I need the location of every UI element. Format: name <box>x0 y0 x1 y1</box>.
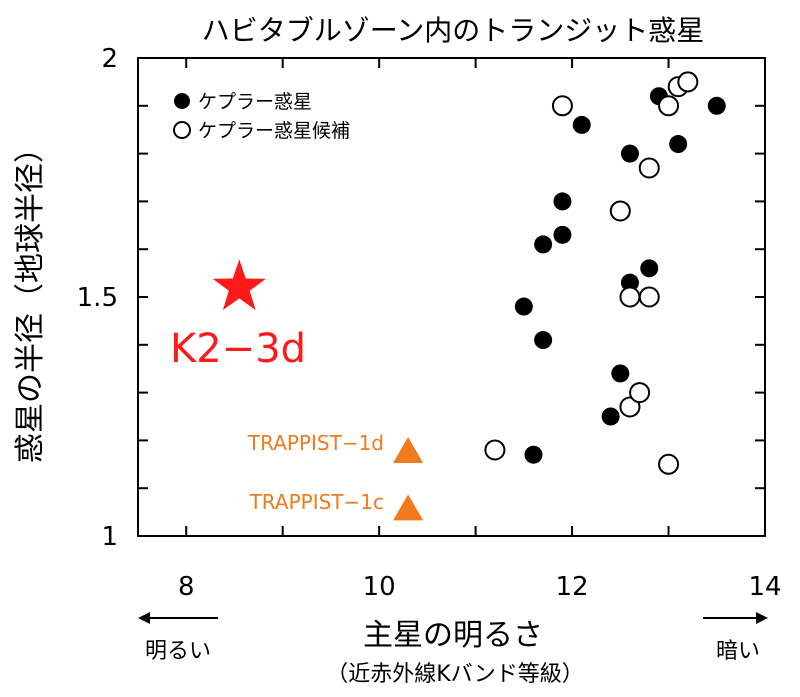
kepler-candidate-point <box>484 439 506 461</box>
kepler-planet-point <box>524 445 543 464</box>
x-tick-label: 8 <box>178 572 195 602</box>
kepler-candidate-point <box>619 396 641 418</box>
legend: ケプラー惑星 ケプラー惑星候補 <box>173 91 350 142</box>
y-tick-label: 2 <box>101 44 118 74</box>
k2-3d-label: K2−3d <box>170 326 306 372</box>
legend-marker-candidate <box>173 121 191 139</box>
kepler-candidate-point <box>629 382 651 404</box>
x-tick-label: 12 <box>556 572 589 602</box>
arrow-right <box>703 612 768 624</box>
legend-label-planet: ケプラー惑星 <box>198 91 312 113</box>
y-axis-label: 惑星の半径（地球半径） <box>13 133 48 463</box>
kepler-planet-point <box>534 235 553 254</box>
trappist-1d-label: TRAPPIST−1d <box>247 431 384 455</box>
kepler-planet-point <box>620 273 639 292</box>
axis-ticks <box>138 58 765 536</box>
kepler-candidate-point <box>658 453 680 475</box>
kepler-candidate-point <box>638 286 660 308</box>
legend-label-candidate: ケプラー惑星候補 <box>198 120 350 142</box>
trappist-triangle <box>393 436 424 463</box>
x-axis-sublabel: （近赤外線Kバンド等級） <box>326 662 584 687</box>
kepler-planet-point <box>601 407 620 426</box>
kepler-planet-point <box>707 96 726 115</box>
trappist-1c-label: TRAPPIST−1c <box>249 490 384 514</box>
kepler-planet-point <box>534 331 553 350</box>
kepler-planet-point <box>514 297 533 316</box>
kepler-planet-point <box>640 259 659 278</box>
arrow-left-label: 明るい <box>145 639 211 664</box>
arrow-right-label: 暗い <box>716 639 760 664</box>
x-axis-label: 主星の明るさ <box>363 618 543 653</box>
kepler-candidate-point <box>658 95 680 117</box>
arrow-left <box>138 612 218 624</box>
kepler-planet-point <box>553 192 572 211</box>
kepler-planet-point <box>553 225 572 244</box>
kepler-candidate-point <box>677 71 699 93</box>
legend-marker-planet <box>174 93 190 109</box>
kepler-planet-point <box>620 144 639 163</box>
chart-title: ハビタブルゾーン内のトランジット惑星 <box>202 14 705 47</box>
kepler-planet-point <box>572 115 591 134</box>
kepler-candidate-point <box>551 95 573 117</box>
kepler-candidate-point <box>619 286 641 308</box>
k2-3d-star <box>212 259 266 311</box>
y-tick-label: 1.5 <box>77 283 118 313</box>
kepler-candidate-point <box>609 200 631 222</box>
y-tick-label: 1 <box>101 522 118 552</box>
axis-tick-labels: 8 10 12 14 1 1.5 2 <box>77 44 782 602</box>
x-tick-label: 14 <box>748 572 781 602</box>
trappist-triangle <box>393 494 424 521</box>
data-points <box>212 71 726 521</box>
kepler-planet-point <box>669 135 688 154</box>
kepler-candidate-point <box>638 157 660 179</box>
x-tick-label: 10 <box>363 572 396 602</box>
kepler-planet-point <box>611 364 630 383</box>
